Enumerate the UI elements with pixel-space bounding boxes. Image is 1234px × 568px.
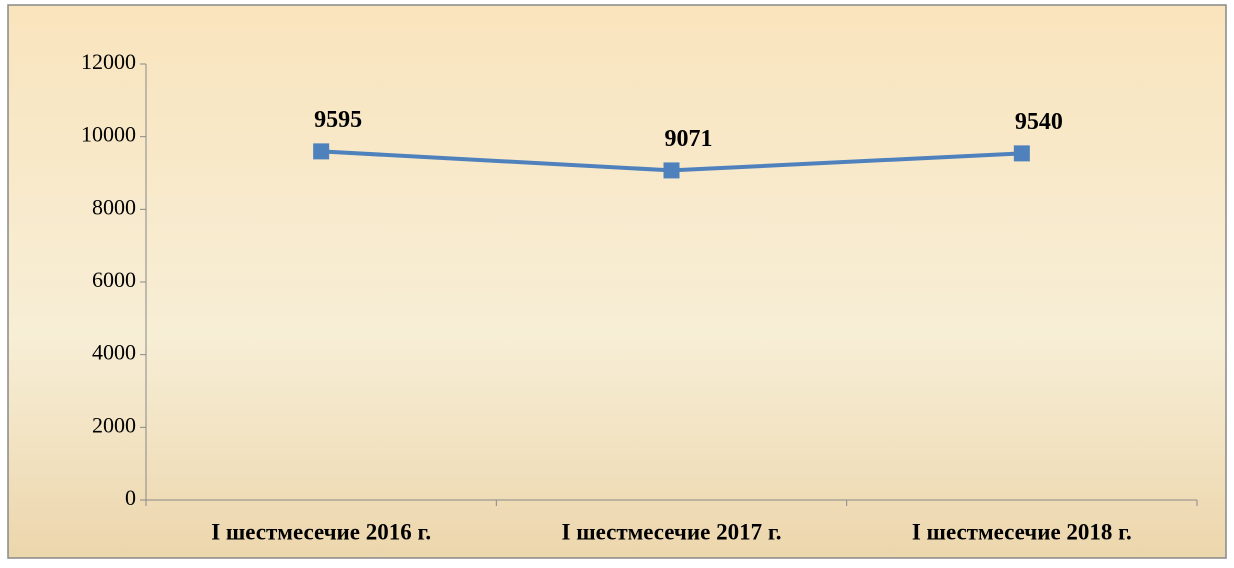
y-tick-label: 10000 bbox=[81, 122, 136, 147]
marker bbox=[313, 143, 330, 160]
data-label: 9595 bbox=[314, 107, 362, 133]
marker bbox=[1013, 145, 1030, 162]
y-tick-label: 0 bbox=[125, 485, 136, 510]
y-tick-label: 8000 bbox=[92, 194, 136, 219]
x-tick-label: I шестмесечие 2017 г. bbox=[562, 519, 782, 544]
y-tick-label: 12000 bbox=[81, 49, 136, 74]
y-tick-label: 6000 bbox=[92, 267, 136, 292]
data-label: 9540 bbox=[1015, 109, 1063, 135]
data-label: 9071 bbox=[665, 126, 713, 152]
chart-background bbox=[7, 4, 1227, 559]
marker bbox=[663, 162, 680, 179]
x-tick-label: I шестмесечие 2018 г. bbox=[912, 519, 1132, 544]
x-tick-label: I шестмесечие 2016 г. bbox=[211, 519, 431, 544]
y-tick-label: 4000 bbox=[92, 340, 136, 365]
y-tick-label: 2000 bbox=[92, 412, 136, 437]
